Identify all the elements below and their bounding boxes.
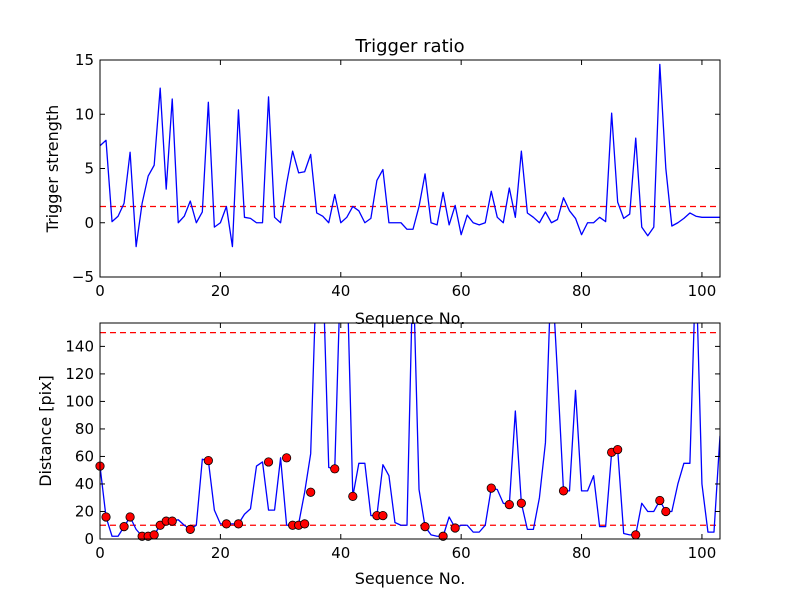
data-point-marker — [631, 530, 641, 540]
data-point-marker — [203, 455, 213, 466]
y-tick-label: 10 — [75, 105, 94, 123]
y-tick-label: 0 — [84, 214, 94, 232]
data-point-marker — [438, 531, 448, 541]
data-point-marker — [661, 506, 671, 517]
data-point-marker — [504, 500, 514, 510]
x-axis-label: Sequence No. — [355, 569, 466, 588]
y-tick-label: 140 — [65, 337, 94, 355]
series-line — [100, 63, 720, 248]
x-tick-label: 40 — [331, 282, 350, 300]
y-tick-label: 80 — [75, 420, 94, 438]
data-point-marker — [233, 519, 244, 529]
axes-frame — [99, 59, 721, 278]
data-point-marker — [119, 522, 129, 532]
x-axis-label: Sequence No. — [355, 309, 466, 328]
data-point-marker — [263, 457, 274, 467]
data-point-marker — [558, 486, 569, 496]
y-tick-label: 60 — [75, 447, 94, 465]
panel-title: Trigger ratio — [354, 36, 464, 57]
data-point-marker — [613, 444, 623, 455]
data-point-marker — [348, 491, 358, 501]
y-axis-label: Distance [pix] — [36, 375, 55, 487]
y-tick-label: 40 — [75, 475, 94, 493]
y-tick-label: 120 — [65, 365, 94, 383]
data-point-marker — [486, 483, 496, 493]
x-tick-label: 80 — [572, 282, 591, 300]
trigger-ratio-panel: Trigger ratio Trigger strength 0 20 40 60 80… — [43, 36, 721, 300]
data-point-marker — [450, 523, 460, 533]
y-tick-label: 5 — [84, 160, 94, 178]
data-point-marker — [420, 522, 430, 532]
y-tick-label: −5 — [72, 268, 94, 286]
x-tick-label: 80 — [572, 544, 591, 562]
y-tick-label: 20 — [75, 502, 94, 520]
data-point-marker — [516, 498, 526, 508]
data-point-marker — [149, 530, 159, 540]
data-point-marker — [330, 464, 340, 474]
x-tick-label: 100 — [688, 544, 717, 562]
y-tick-label: 100 — [65, 392, 94, 410]
data-point-marker — [101, 512, 111, 522]
x-tick-label: 20 — [211, 282, 230, 300]
data-point-marker — [125, 512, 135, 522]
x-tick-label: 60 — [452, 282, 471, 300]
x-tick-label: 60 — [452, 544, 471, 562]
axes-frame — [99, 322, 721, 540]
data-point-marker — [300, 519, 310, 529]
x-tick-label: 0 — [95, 544, 105, 562]
data-point-marker — [167, 516, 177, 526]
data-point-marker — [306, 487, 316, 497]
y-tick-label: 15 — [75, 51, 94, 69]
x-tick-label: 20 — [211, 544, 230, 562]
y-axis-label: Trigger strength — [43, 105, 62, 234]
data-point-marker — [185, 524, 195, 534]
data-point-marker — [282, 453, 292, 463]
y-tick-label: 0 — [84, 530, 94, 548]
x-tick-label: 100 — [688, 282, 717, 300]
data-point-marker — [378, 511, 388, 521]
data-point-marker — [221, 519, 232, 529]
data-point-marker — [655, 495, 665, 506]
x-tick-label: 40 — [331, 544, 350, 562]
distance-panel: Sequence No. Distance [pix] 0 20 40 60 80 100… — [36, 322, 721, 588]
x-tick-label: 0 — [95, 282, 105, 300]
series-line — [100, 323, 720, 537]
